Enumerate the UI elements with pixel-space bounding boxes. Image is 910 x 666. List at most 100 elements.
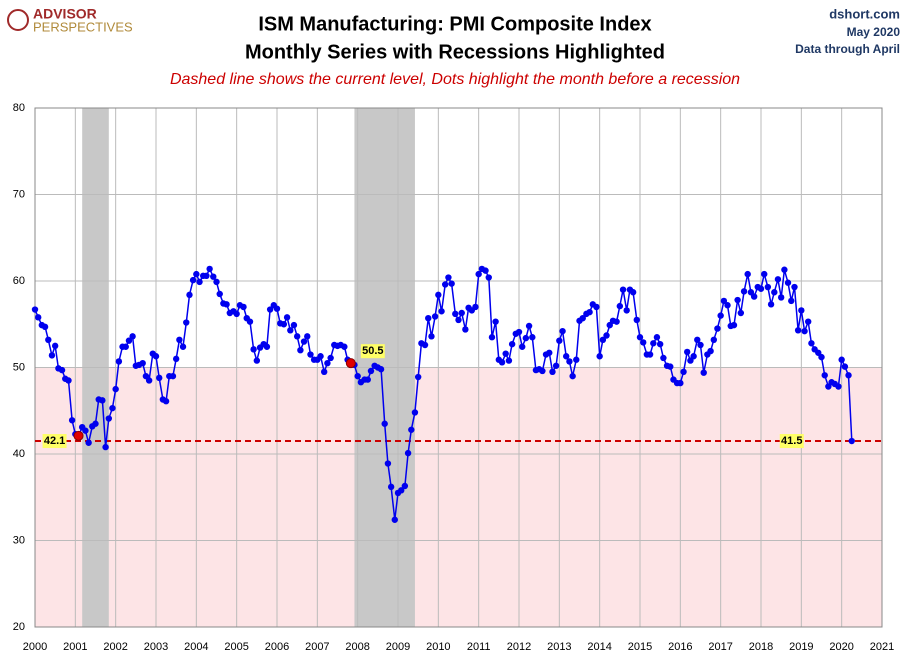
x-tick-label: 2000 <box>23 641 47 653</box>
data-point <box>186 291 193 299</box>
data-point <box>45 336 52 344</box>
data-point <box>246 318 254 325</box>
chart-subtitle: Monthly Series with Recessions Highlight… <box>245 41 665 63</box>
data-point <box>492 318 499 325</box>
data-point <box>724 302 731 309</box>
data-point <box>421 341 429 349</box>
x-tick-label: 2010 <box>426 641 450 653</box>
data-point <box>179 343 187 350</box>
data-point <box>115 358 123 365</box>
data-point <box>539 367 546 375</box>
x-tick-label: 2019 <box>789 641 813 653</box>
data-point <box>367 367 375 375</box>
data-point <box>845 372 852 379</box>
data-point <box>586 308 593 316</box>
data-point <box>411 409 419 416</box>
x-tick-label: 2007 <box>305 641 329 653</box>
data-point <box>730 321 738 329</box>
data-point <box>112 385 119 393</box>
data-point <box>801 327 808 335</box>
data-point <box>169 372 177 380</box>
x-tick-label: 2013 <box>547 641 571 653</box>
data-point <box>714 325 721 332</box>
data-point <box>206 265 213 273</box>
data-point <box>381 420 388 427</box>
data-point <box>613 318 620 325</box>
data-point <box>145 377 153 384</box>
data-point <box>794 327 802 334</box>
data-point <box>636 334 644 341</box>
data-point <box>653 334 661 341</box>
data-point <box>740 288 748 295</box>
data-point <box>737 309 745 317</box>
data-point <box>354 372 361 380</box>
data-point <box>791 283 798 291</box>
data-point <box>700 369 707 376</box>
data-point <box>253 357 261 364</box>
data-point <box>445 274 452 281</box>
label-bg <box>779 434 804 449</box>
data-point <box>757 285 765 292</box>
data-point <box>48 352 56 359</box>
data-point <box>764 283 772 291</box>
data-point <box>51 342 59 350</box>
source-line: dshort.com <box>829 6 900 21</box>
data-point <box>515 328 523 336</box>
x-tick-label: 2020 <box>829 641 853 653</box>
data-point <box>122 343 129 350</box>
x-tick-label: 2018 <box>749 641 773 653</box>
data-point <box>172 355 180 363</box>
data-point <box>455 316 462 324</box>
chart-title: ISM Manufacturing: PMI Composite Index <box>258 13 651 35</box>
data-point <box>210 273 217 280</box>
data-point <box>327 354 334 362</box>
data-point <box>290 321 298 329</box>
data-point <box>109 404 116 412</box>
data-point <box>324 359 331 367</box>
data-point <box>82 427 89 434</box>
data-point <box>720 297 728 305</box>
data-point <box>438 308 445 315</box>
x-tick-label: 2015 <box>628 641 652 653</box>
data-point <box>777 294 785 301</box>
data-point <box>293 333 301 340</box>
data-point <box>240 303 247 311</box>
x-tick-label: 2012 <box>507 641 531 653</box>
data-point <box>364 376 371 383</box>
data-point <box>263 343 271 350</box>
data-point <box>280 321 288 328</box>
data-point <box>223 301 230 308</box>
data-point <box>35 314 42 321</box>
data-point <box>283 314 291 321</box>
x-tick-label: 2006 <box>265 641 289 653</box>
data-point <box>683 348 691 356</box>
data-point <box>690 353 697 360</box>
data-point <box>58 366 66 374</box>
data-point <box>31 306 39 313</box>
highlight-dot <box>345 358 356 369</box>
data-point <box>320 368 328 376</box>
x-tick-label: 2002 <box>103 641 127 653</box>
data-point <box>593 303 600 311</box>
data-point <box>761 270 768 278</box>
data-point <box>579 314 586 322</box>
data-point <box>569 372 576 380</box>
data-point <box>556 337 563 344</box>
data-point <box>529 334 536 341</box>
data-point <box>99 397 106 404</box>
data-point <box>697 341 704 349</box>
data-point <box>300 338 308 345</box>
data-point <box>183 319 190 326</box>
data-point <box>488 334 496 341</box>
data-point <box>398 487 405 494</box>
data-point <box>441 281 449 288</box>
highlight-dot <box>73 430 84 441</box>
data-point <box>287 327 294 334</box>
data-point <box>596 353 603 360</box>
data-point <box>414 373 422 381</box>
data-point <box>838 356 845 363</box>
data-point <box>129 333 136 340</box>
data-point <box>304 333 311 340</box>
